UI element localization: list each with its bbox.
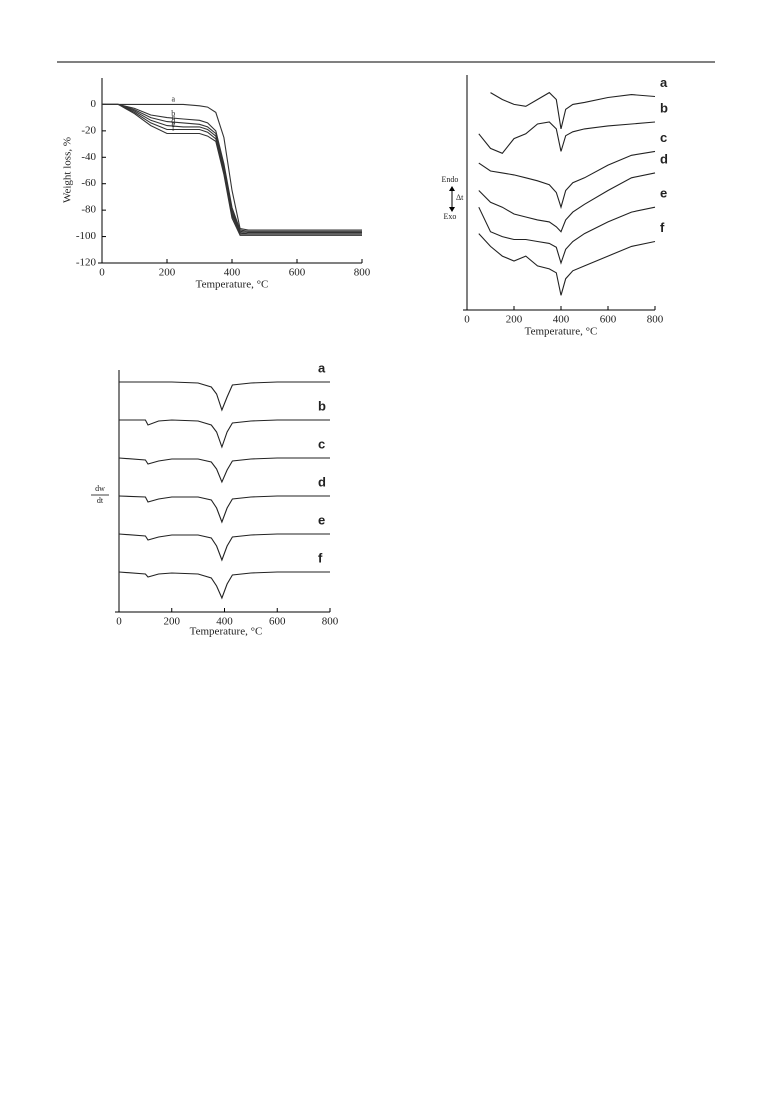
y-label-numerator: dw — [95, 484, 105, 493]
series-label: e — [660, 186, 667, 201]
y-tick-label: -80 — [81, 204, 96, 216]
series-label: a — [318, 360, 326, 375]
series-label: f — [660, 220, 665, 235]
series-line — [102, 103, 362, 232]
series-line — [119, 381, 330, 412]
series-line — [102, 103, 362, 234]
x-tick-label: 800 — [354, 267, 371, 279]
series-line — [102, 103, 362, 235]
series-label: c — [660, 130, 667, 145]
x-tick-label: 400 — [216, 616, 233, 628]
series-label: d — [318, 474, 326, 489]
series-label: f — [172, 123, 175, 132]
series-label: c — [171, 113, 175, 122]
series-label: e — [171, 119, 175, 128]
series-label: a — [171, 94, 175, 103]
series-label: a — [660, 75, 668, 90]
x-tick-label: 0 — [116, 616, 122, 628]
x-tick-label: 0 — [99, 267, 105, 279]
series-label: d — [660, 151, 668, 166]
y-label-denominator: dt — [97, 496, 104, 505]
y-tick-label: -120 — [76, 257, 97, 269]
series-label: c — [318, 436, 325, 451]
series-line — [118, 495, 330, 524]
x-tick-label: 800 — [647, 314, 664, 326]
y-label-endo: Endo — [442, 175, 459, 184]
series-label: b — [660, 100, 668, 115]
series-label: b — [318, 398, 326, 413]
series-line — [119, 419, 330, 449]
x-tick-label: 800 — [322, 616, 339, 628]
x-tick-label: 400 — [553, 314, 570, 326]
x-axis-label: Temperature, °C — [190, 626, 263, 638]
series-line — [118, 571, 330, 600]
series-line — [118, 533, 330, 562]
x-tick-label: 400 — [224, 267, 241, 279]
series-label: d — [171, 117, 175, 126]
x-axis-label: Temperature, °C — [196, 279, 269, 291]
series-line — [478, 233, 656, 296]
series-line — [478, 172, 656, 233]
y-axis-label: Weight loss, % — [62, 137, 74, 203]
series-line — [478, 206, 656, 265]
series-line — [102, 103, 362, 231]
x-tick-label: 600 — [600, 314, 617, 326]
x-tick-label: 600 — [289, 267, 306, 279]
x-axis-label: Temperature, °C — [525, 326, 598, 338]
series-label: e — [318, 512, 325, 527]
x-tick-label: 0 — [464, 314, 470, 326]
x-tick-label: 200 — [159, 267, 176, 279]
x-tick-label: 200 — [506, 314, 523, 326]
y-tick-label: -20 — [81, 124, 96, 136]
series-line — [478, 150, 656, 210]
series-line — [118, 457, 330, 484]
y-tick-label: 0 — [91, 98, 97, 110]
series-label: b — [171, 109, 175, 118]
series-line — [490, 91, 656, 130]
y-tick-label: -40 — [81, 151, 96, 163]
x-tick-label: 600 — [269, 616, 286, 628]
y-label-dt: Δt — [456, 193, 464, 202]
x-tick-label: 200 — [164, 616, 181, 628]
series-line — [478, 121, 656, 154]
series-line — [102, 103, 362, 236]
y-tick-label: -60 — [81, 177, 96, 189]
series-label: f — [318, 550, 323, 565]
y-tick-label: -100 — [76, 230, 97, 242]
y-label-exo: Exo — [444, 212, 457, 221]
